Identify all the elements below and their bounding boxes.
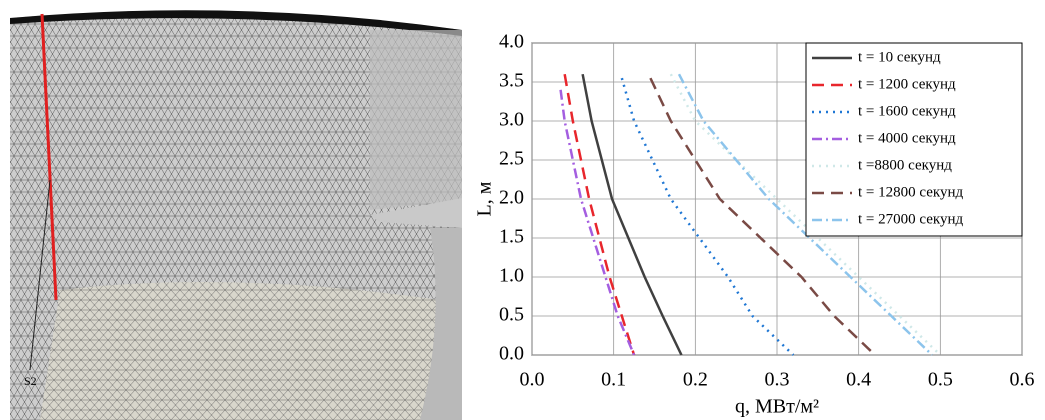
series-line <box>581 73 683 356</box>
y-axis-label: L, м <box>474 181 496 216</box>
legend-label: t = 4000 секунд <box>858 130 956 146</box>
y-tick-label: 2.5 <box>499 148 524 170</box>
annotation: S2 <box>24 374 37 388</box>
legend-label: t =8800 секунд <box>858 157 952 173</box>
y-tick-label: 0.0 <box>499 343 524 365</box>
series-line <box>669 73 942 356</box>
legend-label: t = 27000 секунд <box>858 211 963 227</box>
y-tick-label: 0.5 <box>499 304 524 326</box>
mesh-image: S2 <box>10 10 462 420</box>
y-tick-label: 3.5 <box>499 70 524 92</box>
y-tick-label: 1.5 <box>499 226 524 248</box>
series-line <box>559 89 636 356</box>
x-axis-label: q, МВт/м² <box>735 396 819 418</box>
legend-label: t = 12800 секунд <box>858 184 963 200</box>
y-tick-label: 4.0 <box>499 31 524 53</box>
x-tick-label: 0.5 <box>928 369 953 391</box>
legend-label: t = 1600 секунд <box>858 103 956 119</box>
y-tick-label: 2.0 <box>499 187 524 209</box>
x-tick-label: 0.2 <box>683 369 708 391</box>
series-line <box>620 77 795 356</box>
y-tick-label: 3.0 <box>499 109 524 131</box>
legend-label: t = 1200 секунд <box>858 76 956 92</box>
series-line <box>563 73 636 356</box>
x-tick-label: 0.0 <box>520 369 545 391</box>
y-tick-label: 1.0 <box>499 265 524 287</box>
series-line <box>649 77 876 356</box>
legend-label: t = 10 секунд <box>858 49 941 65</box>
series-line <box>677 73 934 356</box>
x-tick-label: 0.4 <box>846 369 871 391</box>
x-tick-label: 0.3 <box>765 369 790 391</box>
x-tick-label: 0.1 <box>601 369 626 391</box>
x-tick-label: 0.6 <box>1010 369 1035 391</box>
